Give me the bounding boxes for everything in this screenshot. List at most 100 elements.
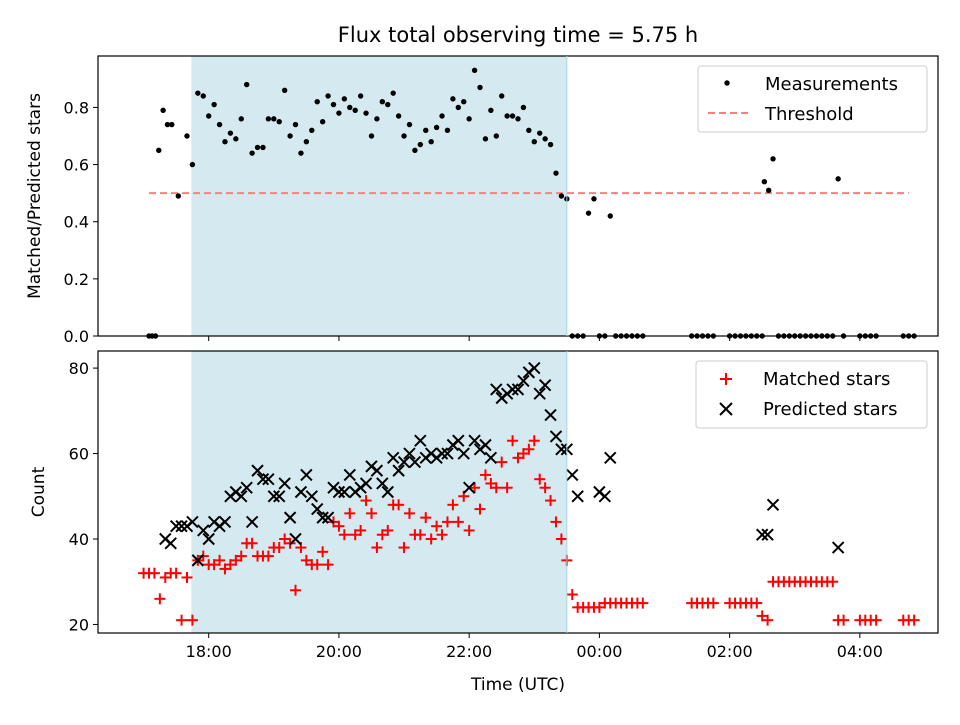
- predicted-star-point: [533, 387, 546, 400]
- predicted-star-point: [256, 472, 270, 486]
- top-y-axis-label: Matched/Predicted stars: [25, 93, 45, 299]
- matched-star-point: [908, 614, 920, 626]
- matched-star-point: [317, 546, 329, 558]
- predicted-star-point: [435, 447, 449, 460]
- predicted-star-point: [381, 485, 394, 499]
- measurement-point: [169, 121, 175, 128]
- measurement-point: [227, 130, 234, 136]
- predicted-star-point: [555, 443, 568, 456]
- predicted-star-point: [528, 361, 541, 375]
- predicted-star-point: [359, 477, 373, 490]
- predicted-star-point: [370, 464, 384, 477]
- bottom-axis-ticks: 20 40 60 80 18:00 20:00 22:00 00:00 02:00 04:00: [69, 359, 883, 661]
- x-axis-label: Time (UTC): [470, 675, 565, 695]
- measurement-point: [423, 127, 429, 133]
- bottom-x-tick-label: 22:00: [446, 642, 492, 661]
- measurement-point: [325, 93, 331, 99]
- observing-span-bottom: [191, 351, 567, 633]
- predicted-star-point: [343, 468, 356, 482]
- matched-star-point: [474, 503, 486, 515]
- measurement-point: [319, 119, 326, 125]
- predicted-star-point: [392, 464, 405, 477]
- predicted-star-point: [321, 511, 335, 524]
- predicted-star-point: [490, 383, 503, 396]
- predicted-star-point: [831, 541, 845, 554]
- bottom-legend-box: [695, 360, 928, 429]
- predicted-star-point: [338, 485, 351, 499]
- measurement-point: [401, 133, 407, 139]
- predicted-star-point: [761, 528, 774, 541]
- measurement-point: [175, 193, 182, 199]
- predicted-star-point: [278, 477, 291, 490]
- measurement-point: [520, 104, 527, 111]
- matched-star-point: [382, 524, 394, 536]
- predicted-star-point: [441, 447, 454, 460]
- top-y-tick-label: 0.8: [64, 98, 89, 117]
- measurement-point: [761, 179, 768, 185]
- matched-star-point: [447, 499, 459, 511]
- matched-star-point: [262, 550, 274, 562]
- predicted-star-point: [289, 532, 302, 546]
- measurement-point: [200, 93, 206, 99]
- measurement-point: [455, 104, 462, 111]
- measurement-point: [189, 161, 196, 168]
- matched-star-point: [425, 533, 437, 545]
- predicted-star-point: [766, 498, 780, 512]
- predicted-star-point: [175, 519, 188, 533]
- measurement-point: [471, 67, 478, 73]
- predicted-star-point: [408, 455, 422, 469]
- measurement-point: [164, 121, 171, 128]
- matched-star-point: [246, 537, 258, 549]
- measurement-point: [287, 133, 293, 139]
- matched-star-point: [311, 559, 323, 571]
- predicted-star-point: [283, 511, 297, 524]
- bottom-x-tick-label: 00:00: [576, 642, 622, 661]
- matched-star-point: [452, 516, 464, 528]
- bottom-x-tick-label: 04:00: [837, 642, 883, 661]
- measurement-point: [352, 107, 358, 113]
- matched-star-point: [273, 542, 285, 554]
- predicted-star-point: [218, 515, 232, 529]
- measurement-point: [412, 147, 418, 153]
- legend-measurements-label: Measurements: [765, 74, 898, 95]
- measurement-point: [461, 99, 467, 105]
- measurement-point: [379, 99, 386, 105]
- measurement-point: [428, 139, 434, 145]
- matched-star-point: [181, 571, 193, 583]
- predicted-star-point: [479, 438, 492, 452]
- matched-star-point: [507, 435, 519, 447]
- matched-star-point: [501, 482, 513, 494]
- matched-star-point: [154, 593, 166, 605]
- predicted-star-point: [457, 447, 470, 460]
- measurement-points: [146, 67, 917, 339]
- measurement-point: [363, 110, 369, 116]
- predicted-star-point: [316, 511, 329, 524]
- measurement-point: [385, 101, 391, 108]
- bottom-y-tick-label: 40: [69, 530, 89, 549]
- measurement-point: [271, 116, 277, 122]
- measurement-point: [243, 81, 250, 88]
- matched-star-point: [322, 559, 334, 571]
- predicted-star-point: [517, 374, 530, 388]
- predicted-star-point: [311, 502, 324, 516]
- predicted-star-point: [462, 481, 476, 494]
- bottom-legend: Matched stars Predicted stars: [695, 360, 928, 429]
- matched-star-point: [762, 614, 774, 626]
- predicted-star-point: [511, 383, 525, 396]
- measurement-point: [493, 133, 499, 139]
- predicted-star-point: [240, 481, 253, 494]
- matched-star-point: [637, 597, 649, 609]
- legend-matched-marker: [720, 373, 732, 385]
- matched-star-point: [539, 482, 551, 494]
- matched-star-point: [414, 529, 426, 541]
- measurement-point: [466, 116, 472, 122]
- bottom-panel: 20 40 60 80 18:00 20:00 22:00 00:00 02:00 04:00 C…: [29, 350, 939, 695]
- matched-star-point: [338, 529, 350, 541]
- predicted-star-point: [549, 430, 563, 443]
- top-plot-frame: [97, 55, 939, 337]
- matched-star-point: [148, 567, 160, 579]
- measurement-point: [542, 136, 548, 142]
- measurement-point: [276, 119, 282, 125]
- matched-star-point: [523, 443, 535, 455]
